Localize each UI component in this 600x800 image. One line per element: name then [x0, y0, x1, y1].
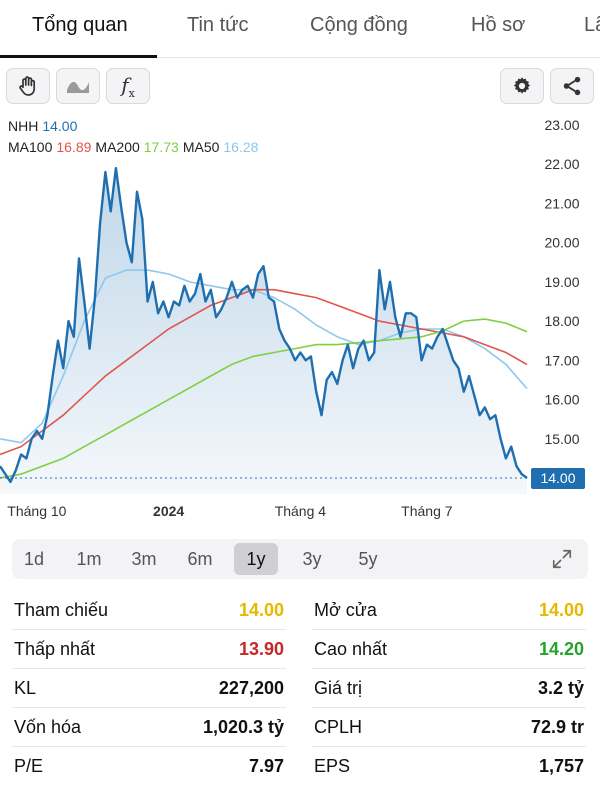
legend-ma50-label: MA50 [182, 139, 220, 155]
stat-row: Giá trị 3.2 tỷ [312, 670, 586, 708]
period-3y-button[interactable]: 3y [302, 549, 322, 569]
tab-more[interactable]: Lã [584, 14, 600, 36]
period-6m-button[interactable]: 6m [187, 549, 213, 569]
y-tick-label: 18.00 [544, 313, 579, 329]
settings-button[interactable] [500, 68, 544, 104]
y-tick-label: 19.00 [544, 274, 579, 290]
price-area-fill [0, 168, 527, 494]
x-tick-label: Tháng 7 [401, 503, 453, 519]
chart-style-button[interactable] [56, 68, 100, 104]
period-3m-button[interactable]: 3m [131, 549, 157, 569]
share-icon [563, 76, 581, 96]
series-line-price [0, 166, 528, 484]
drawing-hand-button[interactable] [6, 68, 50, 104]
expand-icon [552, 549, 572, 569]
y-tick-label: 15.00 [544, 431, 579, 447]
current-price-tag [531, 468, 585, 489]
period-5y-button[interactable]: 5y [358, 549, 378, 569]
stat-label: Cao nhất [314, 639, 388, 659]
legend-ma200-label: MA200 [95, 139, 140, 155]
gear-icon [513, 77, 531, 94]
stat-value: 7.97 [248, 756, 284, 776]
stat-row: Mở cửa 14.00 [312, 592, 586, 630]
share-button[interactable] [550, 68, 594, 104]
y-tick-label: 21.00 [544, 195, 579, 211]
x-tick-label: 2024 [153, 503, 184, 519]
hand-icon [19, 76, 36, 96]
stat-value: 72.9 tr [530, 717, 584, 737]
stat-value: 14.00 [538, 600, 584, 620]
tab-overview[interactable]: Tổng quan [32, 14, 128, 36]
legend-ma100-value: 16.89 [56, 139, 92, 155]
period-1m-button[interactable]: 1m [76, 549, 102, 569]
period-1d-button[interactable]: 1d [23, 549, 45, 569]
stat-label: CPLH [314, 717, 363, 737]
series-line-ma50 [0, 269, 528, 444]
y-tick-label: 17.00 [544, 352, 579, 368]
period-1y-button[interactable]: 1y [234, 543, 278, 575]
chart-legend-price: NHH 14.00 [8, 118, 81, 134]
stat-value: 14.00 [238, 600, 284, 620]
period-selector: 1d 1m 3m 6m 1y 3y 5y [12, 539, 588, 579]
stat-label: Tham chiếu [14, 600, 109, 620]
stat-row: EPS 1,757 [312, 748, 586, 786]
stat-row: KL 227,200 [12, 670, 286, 708]
tab-news[interactable]: Tin tức [187, 14, 249, 36]
stat-row: Vốn hóa 1,020.3 tỷ [12, 709, 286, 747]
stat-label: P/E [14, 756, 44, 776]
tab-profile[interactable]: Hồ sơ [471, 14, 526, 36]
current-price-tag-label: 14.00 [540, 470, 575, 486]
y-tick-label: 23.00 [544, 117, 579, 133]
stat-value: 227,200 [218, 678, 284, 698]
stat-row: Cao nhất 14.20 [312, 631, 586, 669]
stat-label: Thấp nhất [14, 639, 96, 659]
legend-symbol: NHH [8, 118, 39, 134]
stat-value: 13.90 [238, 639, 284, 659]
stat-label: KL [14, 678, 37, 698]
legend-ma100-label: MA100 [8, 139, 53, 155]
stat-label: Vốn hóa [14, 717, 82, 737]
stat-row: P/E 7.97 [12, 748, 286, 786]
fx-icon: fx [121, 72, 135, 100]
tab-bar: Tổng quan Tin tức Cộng đồng Hồ sơ Lã [0, 0, 600, 58]
tab-community[interactable]: Cộng đồng [310, 14, 408, 36]
price-chart[interactable]: 23.00 22.00 21.00 20.00 19.00 18.00 17.00 16.00… [0, 110, 600, 530]
legend-ma50-value: 16.28 [223, 139, 259, 155]
legend-price-value: 14.00 [42, 118, 78, 134]
indicators-button[interactable]: fx [106, 68, 150, 104]
series-line-ma200 [0, 318, 528, 479]
y-tick-label: 20.00 [544, 235, 579, 251]
stat-label: EPS [314, 756, 351, 776]
wave-icon [67, 81, 89, 93]
stat-value: 3.2 tỷ [537, 678, 584, 698]
x-tick-label: Tháng 4 [275, 503, 327, 519]
stat-row: Tham chiếu 14.00 [12, 592, 286, 630]
stat-value: 14.20 [538, 639, 584, 659]
chart-legend-ma: MA100 16.89 MA200 17.73 MA50 16.28 [8, 139, 262, 155]
y-tick-label: 22.00 [544, 156, 579, 172]
fullscreen-button[interactable] [548, 545, 576, 573]
legend-ma200-value: 17.73 [143, 139, 179, 155]
stat-label: Giá trị [314, 678, 363, 698]
stat-value: 1,020.3 tỷ [202, 717, 284, 737]
x-tick-label: Tháng 10 [7, 503, 66, 519]
stat-row: Thấp nhất 13.90 [12, 631, 286, 669]
stat-value: 1,757 [538, 756, 584, 776]
y-tick-label: 16.00 [544, 392, 579, 408]
active-tab-indicator [0, 55, 157, 58]
stat-label: Mở cửa [314, 600, 377, 620]
stat-row: CPLH 72.9 tr [312, 709, 586, 747]
